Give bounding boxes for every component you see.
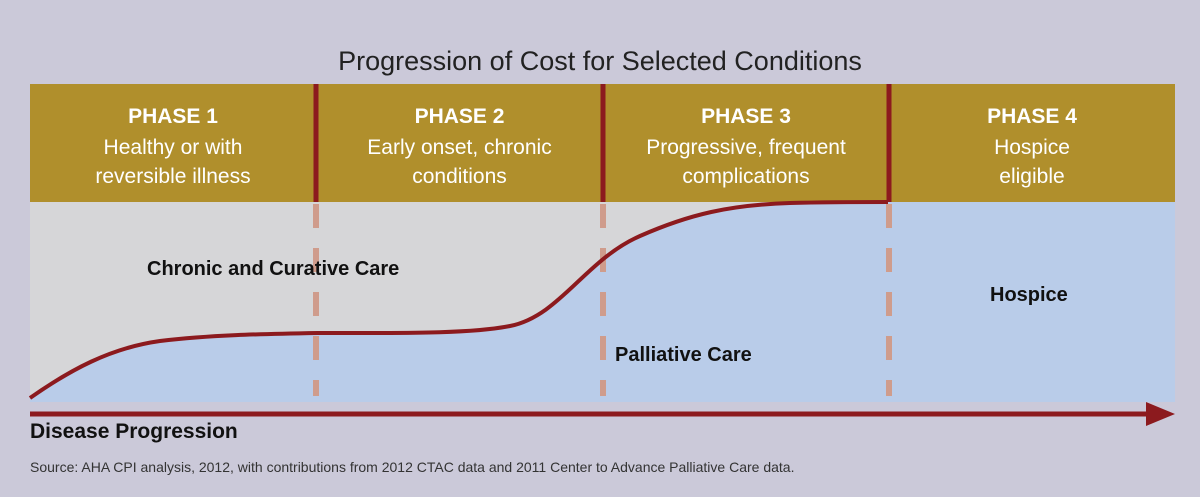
phase-3-header: PHASE 3 Progressive, frequent complicati…: [603, 84, 889, 202]
hospice-area: [888, 202, 1175, 402]
phase-3-name: PHASE 3: [701, 105, 791, 128]
palliative-care-label: Palliative Care: [615, 344, 752, 366]
hospice-label: Hospice: [990, 284, 1068, 306]
phase-4-description: Hospice eligible: [994, 136, 1070, 188]
phase-1-description: Healthy or with reversible illness: [95, 136, 251, 188]
chronic-care-label: Chronic and Curative Care: [147, 258, 400, 280]
cost-curve: [28, 200, 889, 400]
phase-2-name: PHASE 2: [414, 105, 505, 128]
phase-4-name: PHASE 4: [987, 105, 1077, 128]
source-note: Source: AHA CPI analysis, 2012, with con…: [30, 459, 795, 475]
phase-4-header: PHASE 4 Hospice eligible: [889, 84, 1175, 202]
phase-1-name: PHASE 1: [128, 105, 218, 128]
phase-2-description: Early onset, chronic conditions: [367, 136, 552, 188]
palliative-care-area: [30, 202, 888, 402]
arrow-head-icon: [1146, 402, 1175, 426]
diagram-title: Progression of Cost for Selected Conditi…: [338, 46, 862, 76]
phase-1-header: PHASE 1 Healthy or with reversible illne…: [30, 84, 316, 202]
disease-progression-label: Disease Progression: [30, 420, 238, 443]
phase-2-header: PHASE 2 Early onset, chronic conditions: [316, 84, 603, 202]
phase-3-description: Progressive, frequent complications: [646, 136, 846, 188]
